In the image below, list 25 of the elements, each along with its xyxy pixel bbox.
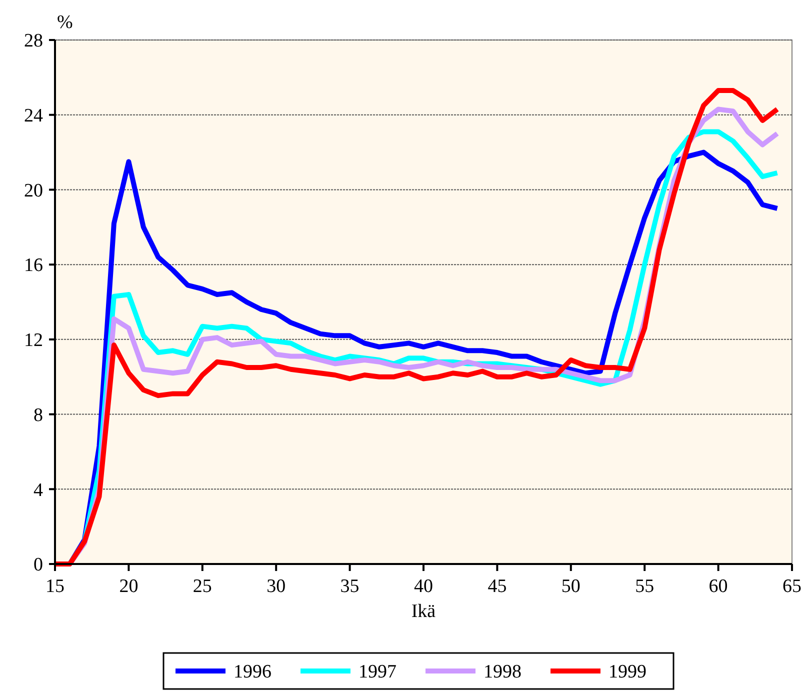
y-tick-label: 28 (24, 30, 43, 52)
x-tick-label: 60 (708, 576, 728, 597)
y-tick-label: 4 (34, 480, 44, 501)
x-tick-label: 65 (782, 576, 802, 597)
y-tick-label: 12 (24, 330, 43, 352)
x-tick-label: 40 (414, 576, 433, 597)
x-axis-title: Ikä (411, 601, 436, 622)
y-tick-label: 0 (34, 554, 43, 576)
x-tick-label: 25 (192, 576, 212, 597)
x-tick-label: 20 (119, 576, 138, 597)
y-tick-label: 8 (34, 404, 43, 426)
legend-label: 1996 (234, 662, 272, 683)
legend-label: 1997 (358, 662, 396, 683)
x-tick-label: 50 (561, 576, 580, 597)
y-axis-title: % (57, 12, 73, 33)
x-tick-label: 30 (266, 576, 286, 597)
legend-label: 1998 (484, 662, 522, 683)
y-tick-label: 16 (24, 255, 43, 276)
y-tick-label: 20 (24, 180, 43, 202)
legend-label: 1999 (608, 662, 646, 683)
x-tick-label: 45 (488, 576, 507, 597)
x-tick-label: 55 (635, 576, 654, 597)
x-tick-label: 15 (46, 576, 64, 597)
y-tick-label: 24 (24, 106, 44, 127)
x-tick-label: 35 (340, 576, 360, 597)
